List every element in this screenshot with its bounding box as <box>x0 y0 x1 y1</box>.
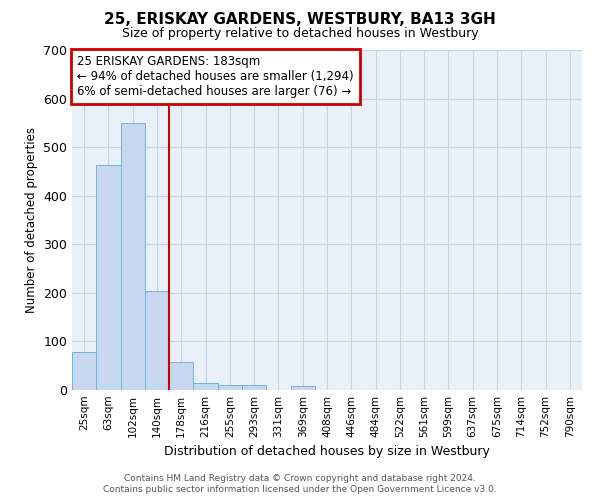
Text: 25 ERISKAY GARDENS: 183sqm
← 94% of detached houses are smaller (1,294)
6% of se: 25 ERISKAY GARDENS: 183sqm ← 94% of deta… <box>77 55 354 98</box>
Text: 25, ERISKAY GARDENS, WESTBURY, BA13 3GH: 25, ERISKAY GARDENS, WESTBURY, BA13 3GH <box>104 12 496 28</box>
Bar <box>218 385 242 390</box>
Y-axis label: Number of detached properties: Number of detached properties <box>25 127 38 313</box>
X-axis label: Distribution of detached houses by size in Westbury: Distribution of detached houses by size … <box>164 446 490 458</box>
Bar <box>169 362 193 390</box>
Bar <box>242 385 266 390</box>
Bar <box>121 123 145 390</box>
Bar <box>290 386 315 390</box>
Text: Size of property relative to detached houses in Westbury: Size of property relative to detached ho… <box>122 28 478 40</box>
Bar <box>193 383 218 390</box>
Bar <box>145 291 169 390</box>
Text: Contains HM Land Registry data © Crown copyright and database right 2024.
Contai: Contains HM Land Registry data © Crown c… <box>103 474 497 494</box>
Bar <box>96 165 121 390</box>
Bar <box>72 352 96 390</box>
